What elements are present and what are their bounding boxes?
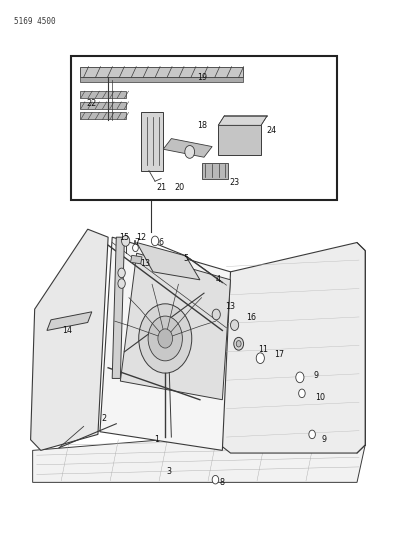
Text: 16: 16 bbox=[246, 313, 256, 321]
Text: 8: 8 bbox=[220, 478, 225, 487]
Polygon shape bbox=[120, 253, 231, 400]
Polygon shape bbox=[33, 429, 365, 482]
Text: 9: 9 bbox=[314, 372, 319, 380]
Polygon shape bbox=[47, 312, 92, 330]
Polygon shape bbox=[137, 243, 200, 280]
Circle shape bbox=[185, 146, 195, 158]
Text: 5: 5 bbox=[183, 254, 188, 263]
Polygon shape bbox=[218, 125, 261, 155]
Polygon shape bbox=[31, 229, 108, 450]
Text: 19: 19 bbox=[197, 73, 207, 82]
Circle shape bbox=[231, 320, 239, 330]
Polygon shape bbox=[80, 102, 126, 109]
Text: 9: 9 bbox=[322, 435, 327, 444]
Text: 1: 1 bbox=[155, 435, 160, 444]
Text: 23: 23 bbox=[230, 178, 239, 187]
Text: 7: 7 bbox=[134, 238, 139, 247]
Text: 3: 3 bbox=[167, 467, 172, 476]
Text: 17: 17 bbox=[275, 350, 284, 359]
Circle shape bbox=[148, 316, 182, 361]
Text: 12: 12 bbox=[136, 233, 146, 241]
Circle shape bbox=[299, 389, 305, 398]
Polygon shape bbox=[218, 116, 267, 125]
Polygon shape bbox=[80, 67, 243, 77]
Polygon shape bbox=[80, 112, 126, 119]
Circle shape bbox=[212, 475, 219, 484]
Polygon shape bbox=[163, 139, 212, 157]
Polygon shape bbox=[80, 77, 243, 82]
Text: 13: 13 bbox=[140, 260, 150, 268]
Circle shape bbox=[236, 341, 241, 347]
Circle shape bbox=[118, 268, 125, 278]
Text: 13: 13 bbox=[226, 302, 235, 311]
Circle shape bbox=[158, 329, 173, 348]
Text: 4: 4 bbox=[216, 276, 221, 284]
Polygon shape bbox=[112, 237, 124, 378]
Text: 11: 11 bbox=[258, 345, 268, 353]
Polygon shape bbox=[100, 237, 231, 450]
Text: 24: 24 bbox=[266, 126, 276, 135]
Circle shape bbox=[118, 279, 125, 288]
Text: 14: 14 bbox=[62, 326, 72, 335]
Bar bbox=[71, 56, 337, 200]
Text: 2: 2 bbox=[102, 414, 106, 423]
Polygon shape bbox=[80, 91, 126, 98]
Circle shape bbox=[122, 236, 130, 246]
Circle shape bbox=[151, 236, 159, 246]
Text: 6: 6 bbox=[159, 238, 164, 247]
Text: 20: 20 bbox=[175, 183, 184, 192]
Circle shape bbox=[212, 309, 220, 320]
Circle shape bbox=[139, 304, 192, 373]
Polygon shape bbox=[202, 163, 228, 179]
Circle shape bbox=[234, 337, 244, 350]
Text: 18: 18 bbox=[197, 121, 207, 130]
Circle shape bbox=[256, 353, 264, 364]
Circle shape bbox=[309, 430, 315, 439]
Circle shape bbox=[296, 372, 304, 383]
Text: 21: 21 bbox=[156, 183, 166, 192]
Text: 10: 10 bbox=[315, 393, 325, 401]
Text: 15: 15 bbox=[120, 233, 129, 241]
Circle shape bbox=[133, 244, 138, 252]
Text: 5169 4500: 5169 4500 bbox=[14, 17, 56, 26]
Polygon shape bbox=[141, 112, 163, 171]
Polygon shape bbox=[222, 243, 365, 453]
Text: 22: 22 bbox=[86, 100, 97, 108]
Polygon shape bbox=[131, 255, 142, 264]
